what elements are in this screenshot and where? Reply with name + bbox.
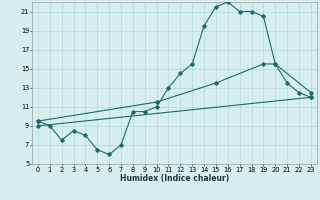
X-axis label: Humidex (Indice chaleur): Humidex (Indice chaleur) <box>120 174 229 183</box>
